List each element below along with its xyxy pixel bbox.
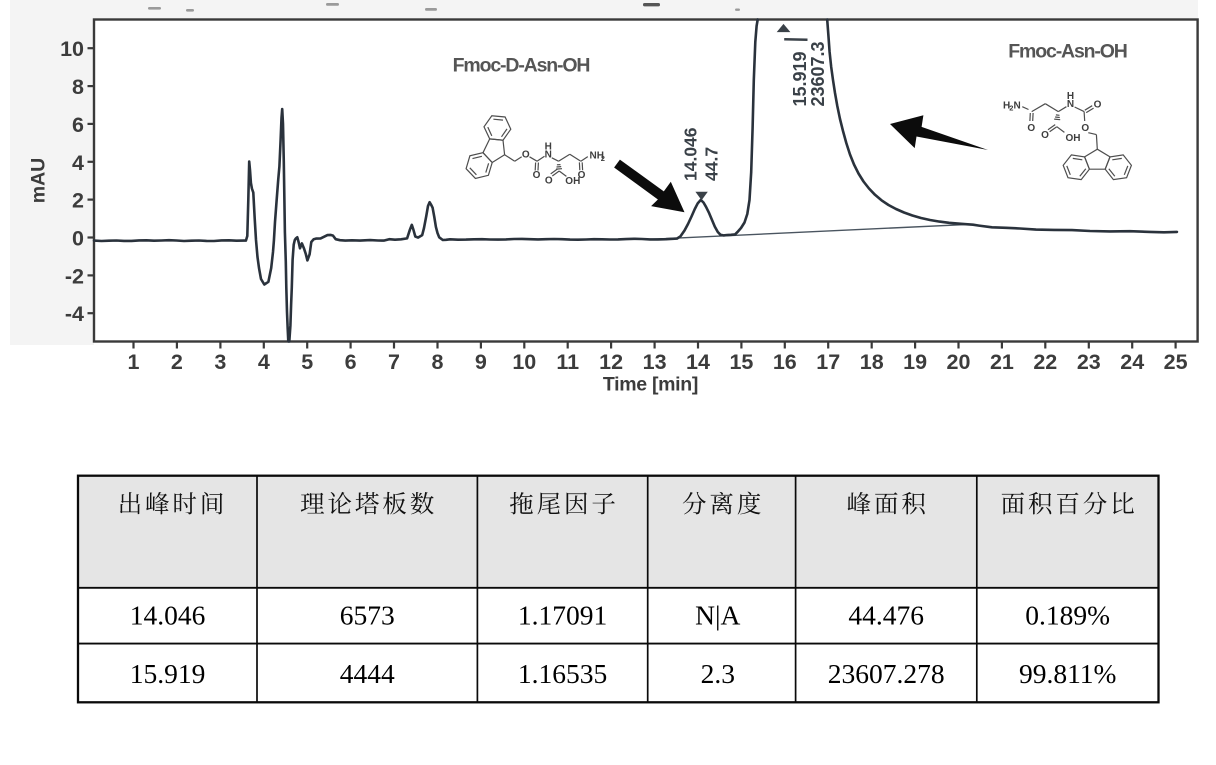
svg-text:7: 7	[388, 350, 400, 374]
svg-text:17: 17	[816, 350, 840, 374]
svg-text:23: 23	[1077, 350, 1101, 374]
svg-text:18: 18	[860, 350, 884, 374]
svg-text:15.919: 15.919	[790, 51, 810, 106]
svg-text:1: 1	[128, 350, 140, 374]
svg-text:Fmoc-Asn-OH: Fmoc-Asn-OH	[1008, 41, 1127, 63]
svg-text:19: 19	[903, 350, 927, 374]
svg-text:-4: -4	[65, 302, 84, 326]
svg-text:N|A: N|A	[695, 600, 740, 631]
svg-text:99.811%: 99.811%	[1019, 658, 1117, 689]
svg-text:2: 2	[171, 350, 183, 374]
svg-text:O: O	[578, 170, 586, 181]
svg-text:O: O	[1094, 100, 1102, 111]
svg-text:mAU: mAU	[28, 158, 50, 204]
svg-text:Time [min]: Time [min]	[603, 374, 698, 396]
svg-text:2: 2	[601, 154, 605, 163]
svg-text:O: O	[1027, 123, 1035, 134]
svg-text:O: O	[545, 175, 553, 186]
svg-text:2.3: 2.3	[701, 658, 735, 689]
svg-text:NH: NH	[590, 151, 604, 162]
svg-text:21: 21	[990, 350, 1014, 374]
svg-text:4444: 4444	[340, 658, 395, 689]
svg-text:H: H	[545, 141, 552, 152]
svg-text:O: O	[533, 170, 541, 181]
svg-text:2: 2	[72, 189, 84, 213]
svg-text:25: 25	[1164, 350, 1188, 374]
svg-text:10: 10	[512, 350, 536, 374]
svg-text:8: 8	[72, 75, 84, 99]
svg-text:1.17091: 1.17091	[518, 600, 607, 631]
svg-text:44.476: 44.476	[848, 600, 924, 631]
svg-text:1.16535: 1.16535	[518, 658, 607, 689]
svg-text:9: 9	[475, 350, 487, 374]
svg-text:13: 13	[643, 350, 667, 374]
svg-text:22: 22	[1033, 350, 1057, 374]
svg-text:2: 2	[1009, 104, 1013, 113]
svg-text:44.7: 44.7	[702, 147, 722, 181]
svg-text:24: 24	[1120, 350, 1144, 374]
svg-text:23607.3: 23607.3	[808, 41, 828, 106]
svg-text:3: 3	[214, 350, 226, 374]
svg-text:4: 4	[72, 151, 84, 175]
svg-text:12: 12	[599, 350, 623, 374]
svg-text:23607.278: 23607.278	[828, 658, 945, 689]
svg-text:N: N	[1014, 100, 1021, 111]
svg-text:-2: -2	[65, 264, 84, 288]
svg-text:N: N	[545, 150, 552, 161]
svg-text:O: O	[522, 150, 530, 161]
svg-text:16: 16	[773, 350, 797, 374]
svg-text:14: 14	[686, 350, 710, 374]
svg-text:4: 4	[258, 350, 270, 374]
svg-text:6573: 6573	[340, 600, 395, 631]
svg-text:O: O	[1081, 123, 1089, 134]
svg-text:N: N	[1067, 99, 1074, 110]
svg-text:14.046: 14.046	[130, 600, 206, 631]
svg-text:0: 0	[72, 227, 84, 251]
svg-text:20: 20	[947, 350, 971, 374]
svg-text:10: 10	[60, 37, 84, 61]
svg-text:OH: OH	[565, 176, 580, 187]
svg-text:OH: OH	[1066, 133, 1081, 144]
svg-text:0.189%: 0.189%	[1025, 600, 1110, 631]
svg-text:H: H	[1067, 91, 1074, 102]
svg-text:6: 6	[345, 350, 357, 374]
svg-text:11: 11	[556, 350, 579, 374]
svg-text:14.046: 14.046	[681, 127, 701, 181]
svg-text:O: O	[1041, 130, 1049, 141]
svg-text:15.919: 15.919	[130, 658, 206, 689]
svg-text:6: 6	[72, 113, 84, 137]
svg-text:H: H	[1003, 100, 1010, 111]
svg-text:15: 15	[729, 350, 753, 374]
svg-text:5: 5	[301, 350, 313, 374]
svg-text:Fmoc-D-Asn-OH: Fmoc-D-Asn-OH	[453, 55, 590, 77]
svg-text:8: 8	[432, 350, 444, 374]
